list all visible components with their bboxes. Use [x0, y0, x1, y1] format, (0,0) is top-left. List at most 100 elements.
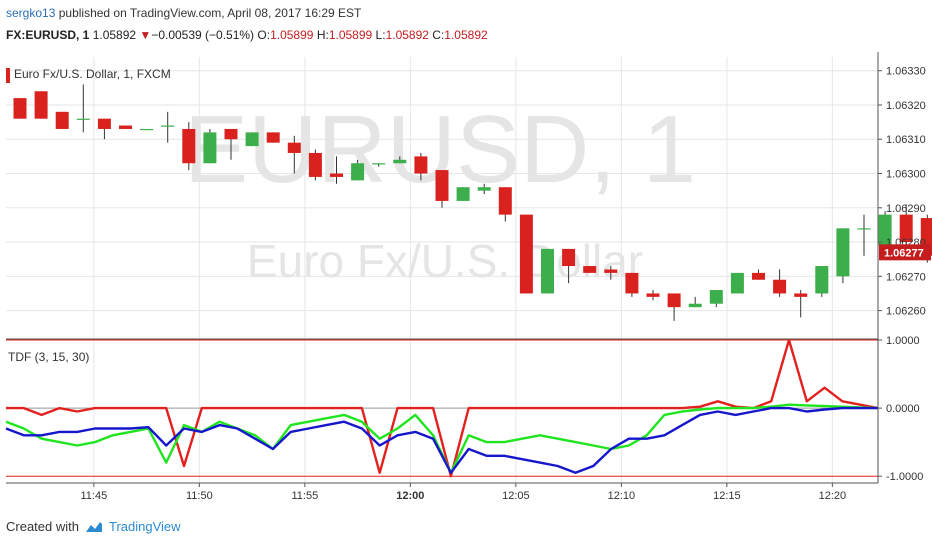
- footer: Created with TradingView: [6, 519, 181, 534]
- candle: [287, 135, 301, 174]
- y-tick-label: 1.06310: [886, 134, 926, 146]
- candle-body: [140, 128, 154, 131]
- candle: [815, 266, 829, 297]
- chart-header: sergko13 published on TradingView.com, A…: [0, 0, 932, 52]
- candle-body: [372, 163, 386, 165]
- candle: [308, 149, 322, 181]
- candle-body: [583, 266, 597, 273]
- last-price-tag: 1.06277: [879, 244, 931, 261]
- candle: [498, 187, 512, 222]
- candle: [182, 122, 196, 171]
- series-color-swatch: [6, 68, 10, 83]
- tdf-lines: [5, 338, 879, 478]
- x-tick-label: 12:20: [819, 490, 847, 502]
- candle: [393, 156, 407, 164]
- tradingview-logo-icon: [85, 521, 102, 532]
- tdf-y-tick-label: 0.0000: [886, 403, 920, 415]
- candle-body: [667, 293, 681, 308]
- candle: [477, 183, 491, 195]
- candle-body: [541, 248, 554, 294]
- candle: [435, 170, 449, 208]
- watermark-description: Euro Fx/U.S. Dollar: [247, 235, 643, 287]
- candle-body: [245, 132, 259, 147]
- candle-body: [414, 156, 428, 174]
- candle: [203, 128, 217, 164]
- candle-body: [625, 272, 639, 294]
- axes: 1.06330 1.06320 1.06310 1.06300 1.06290 1.062…: [6, 52, 926, 502]
- candle-body: [498, 187, 512, 215]
- candle-body: [815, 266, 829, 294]
- main-chart-title: Euro Fx/U.S. Dollar, 1, FXCM: [14, 67, 171, 81]
- x-tick-label: 11:50: [186, 490, 213, 502]
- quote-line: FX:EURUSD, 1 1.05892 ▼−0.00539 (−0.51%) …: [6, 28, 488, 42]
- candle-body: [456, 187, 470, 201]
- candle: [730, 272, 744, 294]
- y-tick-label: 1.06300: [886, 169, 926, 181]
- candle: [351, 159, 365, 181]
- candle-body: [688, 303, 702, 308]
- candle-body: [308, 152, 322, 177]
- low-label: L:: [375, 28, 386, 42]
- candle: [794, 290, 808, 318]
- candle-body: [752, 272, 765, 280]
- candle: [414, 152, 428, 181]
- candle-body: [920, 218, 932, 256]
- candle: [836, 228, 850, 284]
- candle: [55, 111, 69, 129]
- y-tick-label: 1.06320: [886, 100, 926, 112]
- candle: [372, 163, 386, 167]
- candle-body: [435, 170, 449, 201]
- last-price-tag-label: 1.06277: [884, 247, 924, 259]
- candle-body: [34, 91, 48, 119]
- candle: [13, 98, 27, 119]
- y-tick-label: 1.06260: [886, 306, 926, 318]
- x-tick-label: 11:45: [80, 490, 107, 502]
- open-value: 1.05899: [270, 28, 314, 42]
- candle-body: [182, 128, 196, 164]
- candle: [119, 125, 132, 129]
- candle-body: [266, 132, 280, 143]
- candle: [709, 290, 723, 308]
- candle: [752, 269, 765, 280]
- tdf-grid: [6, 339, 878, 483]
- tdf-y-tick-label: -1.0000: [886, 471, 923, 483]
- candle: [224, 128, 238, 160]
- created-with-text: Created with: [6, 519, 79, 534]
- x-tick-label: 12:15: [713, 490, 741, 502]
- candle-body: [55, 111, 69, 129]
- candle: [667, 293, 681, 321]
- y-tick-label: 1.06330: [886, 66, 926, 78]
- author-link[interactable]: sergko13: [6, 6, 56, 20]
- candle: [604, 266, 618, 280]
- last-price-tag-bg: [879, 244, 931, 261]
- candle: [266, 132, 280, 143]
- candle-body: [330, 173, 343, 177]
- candle-body: [393, 159, 407, 164]
- chart-canvas[interactable]: EURUSD, 1 Euro Fx/U.S. Dollar 1.063301.0…: [0, 52, 932, 512]
- candle-body: [730, 272, 744, 294]
- candle: [245, 132, 259, 147]
- candle-body: [287, 142, 301, 153]
- candle: [541, 248, 554, 294]
- close-value: 1.05892: [444, 28, 488, 42]
- candle-body: [76, 118, 90, 120]
- candle-body: [878, 214, 892, 246]
- candle-body: [562, 248, 576, 267]
- y-tick-label: 1.06290: [886, 203, 926, 215]
- candle-body: [351, 163, 365, 181]
- candle: [330, 156, 343, 184]
- x-tick-label: 12:00: [396, 490, 424, 502]
- candle: [76, 84, 90, 133]
- candle-body: [773, 279, 787, 294]
- candle: [646, 290, 660, 301]
- candle-body: [836, 228, 850, 277]
- candle-body: [477, 187, 491, 191]
- candle: [857, 214, 871, 256]
- last-price: 1.05892: [92, 28, 137, 42]
- tradingview-brand-link[interactable]: TradingView: [108, 519, 181, 534]
- candle-body: [899, 214, 913, 243]
- candle-body: [161, 125, 175, 127]
- candle: [773, 269, 787, 297]
- candle-body: [203, 132, 217, 164]
- candle: [688, 296, 702, 308]
